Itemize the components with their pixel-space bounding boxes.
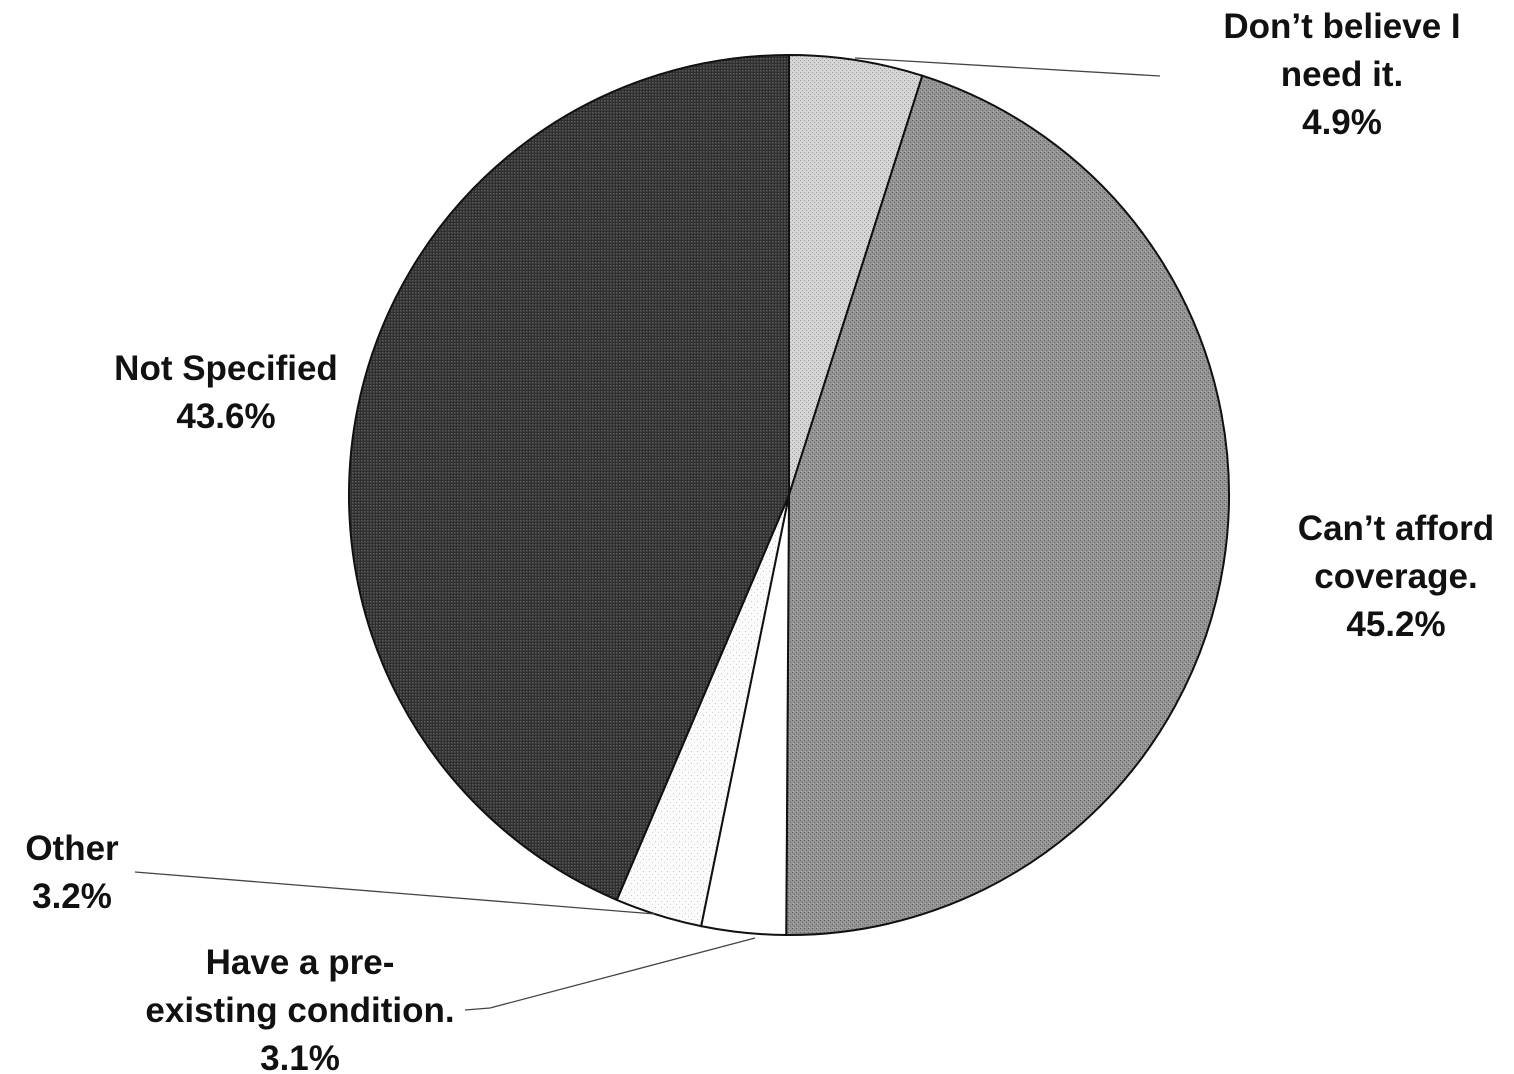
slice-label-line-not-specified: Not Specified [114,349,338,388]
slice-label-line-don-t-believe-i-need-it: Don’t believe I [1223,7,1460,46]
slice-label-line-have-a-pre-existing-condition: existing condition. [145,991,454,1030]
slice-label-line-don-t-believe-i-need-it: need it. [1281,55,1404,94]
slice-label-line-have-a-pre-existing-condition: Have a pre- [206,943,395,982]
slice-label-line-other: Other [25,829,119,868]
slice-value-don-t-believe-i-need-it: 4.9% [1302,103,1382,142]
pie-slice-can-t-afford-coverage [785,74,1230,936]
leader-line-other [134,871,656,915]
pie-slices [348,53,1230,936]
leader-lines [134,57,1161,1011]
slice-labels: Don’t believe I need it. 4.9% Can’t afford c… [25,7,1494,1074]
slice-value-not-specified: 43.6% [176,397,275,436]
slice-value-other: 3.2% [32,877,112,916]
slice-label-other: Other 3.2% [25,829,119,916]
slice-value-have-a-pre-existing-condition: 3.1% [260,1039,340,1074]
slice-label-not-specified: Not Specified 43.6% [114,349,338,436]
slice-value-can-t-afford-coverage: 45.2% [1346,605,1445,644]
slice-label-have-a-pre-existing-condition: Have a pre-existing condition. 3.1% [145,943,454,1074]
leader-line-have-a-pre-existing-condition [464,937,756,1011]
pie-slice-not-specified [348,53,790,902]
leader-line-don-t-believe-i-need-it [854,57,1161,77]
slice-label-line-can-t-afford-coverage: coverage. [1314,557,1477,596]
slice-label-don-t-believe-i-need-it: Don’t believe I need it. 4.9% [1223,7,1460,142]
slice-label-can-t-afford-coverage: Can’t afford coverage. 45.2% [1298,509,1494,644]
slice-label-line-can-t-afford-coverage: Can’t afford [1298,509,1494,548]
